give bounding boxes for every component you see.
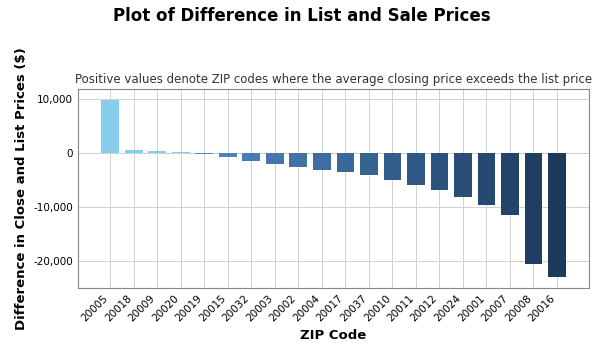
Bar [172,152,190,153]
Y-axis label: Difference in Close and List Prices ($): Difference in Close and List Prices ($) [15,47,28,330]
Bar [525,153,542,264]
Bar [431,153,448,190]
Bar [384,153,401,180]
Bar [196,153,213,154]
Bar [336,153,354,172]
X-axis label: ZIP Code: ZIP Code [300,329,367,342]
Bar [478,153,495,205]
Text: Plot of Difference in List and Sale Prices: Plot of Difference in List and Sale Pric… [113,7,491,25]
Bar [101,100,119,153]
Bar [501,153,519,215]
Bar [454,153,472,196]
Bar [289,153,307,167]
Bar [242,153,260,161]
Bar [548,153,566,277]
Bar [125,150,143,153]
Bar [149,151,166,153]
Bar [313,153,330,170]
Title: Positive values denote ZIP codes where the average closing price exceeds the lis: Positive values denote ZIP codes where t… [75,73,592,86]
Bar [266,153,284,164]
Bar [360,153,378,175]
Bar [219,153,237,157]
Bar [407,153,425,185]
